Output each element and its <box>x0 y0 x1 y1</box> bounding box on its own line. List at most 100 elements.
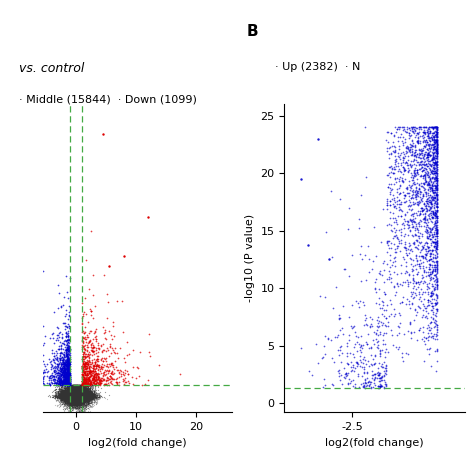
Point <box>420 214 428 222</box>
Point <box>78 379 86 386</box>
Point <box>70 382 77 389</box>
Point <box>74 395 82 402</box>
Point <box>73 394 81 402</box>
Point <box>72 389 79 397</box>
Point <box>70 393 77 401</box>
Point <box>61 394 69 401</box>
Point <box>84 392 91 400</box>
Point <box>63 393 71 401</box>
Point <box>64 393 72 401</box>
Point <box>72 392 79 399</box>
Point <box>67 395 74 402</box>
Point <box>67 386 74 394</box>
Point <box>76 388 83 396</box>
Point <box>64 387 71 395</box>
Point <box>73 393 81 401</box>
Point <box>71 400 78 408</box>
Point <box>413 166 420 174</box>
Point <box>75 393 83 401</box>
Point <box>69 394 77 401</box>
Point <box>65 392 73 400</box>
Point <box>72 391 79 399</box>
Point <box>82 392 90 400</box>
Point <box>82 393 90 401</box>
Point <box>67 388 74 396</box>
Point <box>63 391 70 398</box>
Point <box>92 332 100 340</box>
Point <box>78 397 86 404</box>
Point <box>69 394 77 402</box>
Point <box>81 392 89 400</box>
Point <box>82 393 89 401</box>
Point <box>68 411 76 419</box>
Point <box>69 390 76 398</box>
Point <box>65 388 73 395</box>
Point <box>77 393 84 401</box>
Point <box>71 394 78 401</box>
Point <box>70 393 77 401</box>
Point <box>73 392 81 400</box>
Point <box>76 392 83 399</box>
Point <box>74 388 82 396</box>
Point <box>91 392 98 400</box>
Point <box>78 394 86 402</box>
Point <box>79 393 87 401</box>
Point <box>428 267 436 275</box>
Point <box>78 388 86 396</box>
Point <box>68 382 76 389</box>
Point <box>71 389 78 397</box>
Point <box>77 391 85 398</box>
Point <box>68 397 75 404</box>
Point <box>72 390 80 398</box>
Point <box>68 392 75 400</box>
Point <box>97 364 104 372</box>
Point <box>72 389 80 397</box>
Point <box>75 392 83 400</box>
Point <box>79 395 86 403</box>
Point <box>386 173 393 181</box>
Point <box>72 393 80 401</box>
Point <box>76 384 83 392</box>
Point <box>69 392 77 400</box>
Point <box>81 390 89 397</box>
Point <box>62 380 69 388</box>
Point <box>67 389 74 396</box>
Point <box>84 392 91 400</box>
Point <box>64 396 71 404</box>
Point <box>63 384 71 392</box>
Point <box>82 392 90 400</box>
Point <box>70 392 78 400</box>
Point <box>73 384 80 392</box>
Point <box>66 387 74 394</box>
Point <box>69 393 76 401</box>
Point <box>64 400 72 408</box>
Point <box>50 308 58 316</box>
Point <box>65 392 73 399</box>
Point <box>78 395 85 402</box>
Point <box>78 393 86 401</box>
Point <box>80 395 87 402</box>
Point <box>82 393 89 401</box>
Point <box>75 392 83 400</box>
Point <box>60 392 67 400</box>
Point <box>72 409 80 416</box>
Point <box>70 393 78 401</box>
Point <box>73 392 81 400</box>
Point <box>69 392 77 400</box>
Point <box>73 393 80 401</box>
Point <box>69 394 76 401</box>
Point <box>68 396 76 404</box>
Point <box>67 395 75 402</box>
Point <box>59 382 66 389</box>
Point <box>79 393 87 401</box>
Point <box>67 391 74 398</box>
Point <box>71 391 79 398</box>
Point <box>68 390 76 398</box>
Point <box>78 394 86 401</box>
Point <box>77 392 85 400</box>
Point <box>78 328 86 336</box>
Point <box>66 392 74 400</box>
Point <box>84 391 91 398</box>
Point <box>68 394 75 401</box>
Point <box>71 397 78 405</box>
